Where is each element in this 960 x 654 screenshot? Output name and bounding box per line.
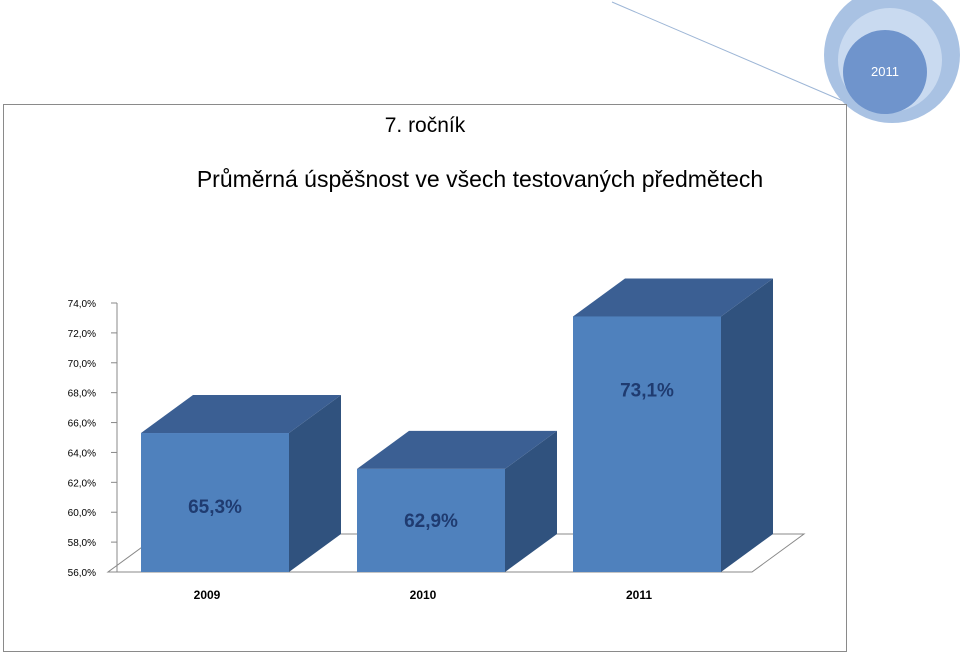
y-tick-label: 56,0% bbox=[68, 568, 96, 579]
bar-top bbox=[573, 278, 773, 317]
y-tick-label: 62,0% bbox=[68, 478, 96, 489]
x-tick-label: 2009 bbox=[194, 588, 221, 602]
y-tick-label: 64,0% bbox=[68, 448, 96, 459]
decorative-line bbox=[611, 1, 851, 105]
x-tick-label: 2010 bbox=[410, 588, 437, 602]
bar-side bbox=[289, 395, 341, 572]
y-tick-label: 70,0% bbox=[68, 359, 96, 370]
chart-title: Průměrná úspěšnost ve všech testovaných … bbox=[196, 166, 764, 192]
year-badge: 2011 bbox=[871, 64, 899, 79]
y-tick-label: 60,0% bbox=[68, 508, 96, 519]
decorative-circle-inner bbox=[843, 30, 927, 114]
y-tick-label: 58,0% bbox=[68, 538, 96, 549]
bar-2011 bbox=[573, 316, 721, 572]
y-tick-label: 68,0% bbox=[68, 389, 96, 400]
bar-2010 bbox=[357, 468, 505, 572]
bar-top bbox=[357, 430, 557, 469]
bar-side bbox=[505, 430, 557, 572]
y-tick-label: 74,0% bbox=[68, 299, 96, 310]
bar-top bbox=[141, 395, 341, 434]
x-tick-label: 2011 bbox=[626, 588, 652, 602]
data-label-2011: 73,1% bbox=[620, 380, 674, 401]
data-label-2009: 65,3% bbox=[188, 497, 242, 518]
data-label-2010: 62,9% bbox=[404, 511, 458, 532]
bar-2009 bbox=[141, 433, 289, 572]
y-tick-label: 66,0% bbox=[68, 419, 96, 430]
bar-side bbox=[721, 278, 773, 572]
slide-title: 7. ročník bbox=[384, 114, 466, 137]
y-tick-label: 72,0% bbox=[68, 329, 96, 340]
